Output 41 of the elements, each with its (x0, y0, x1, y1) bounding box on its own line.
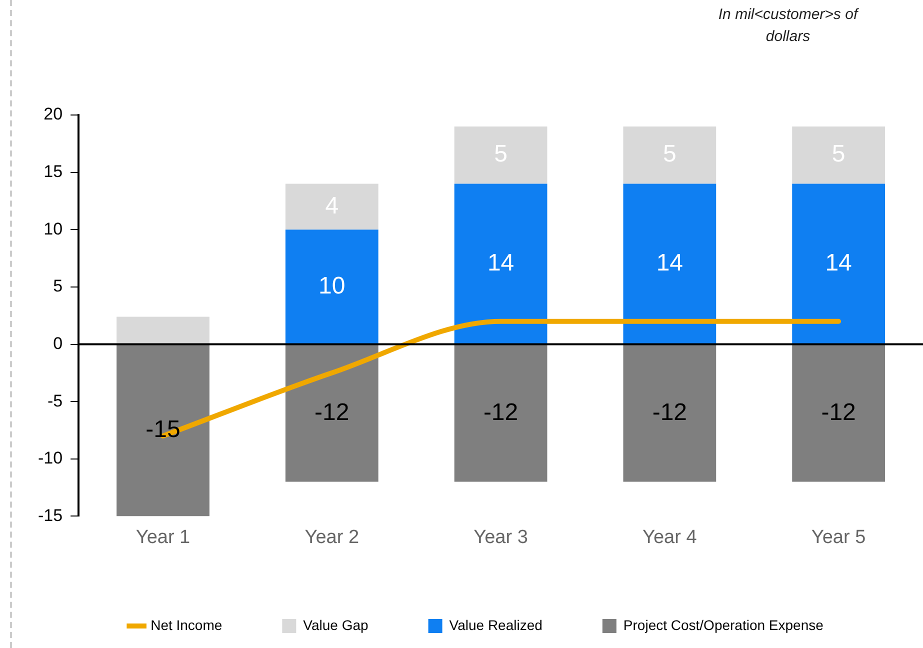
bar (623, 184, 716, 344)
y-tick-label: 5 (53, 276, 63, 296)
y-tick-label: -15 (38, 506, 63, 525)
data-label: -12 (652, 398, 688, 426)
data-label: 14 (487, 249, 514, 276)
y-tick-label: 20 (44, 104, 63, 124)
bar (792, 184, 885, 344)
bar (116, 344, 210, 516)
data-label: -12 (821, 398, 856, 426)
x-tick-label: Year 4 (642, 526, 698, 548)
x-tick-label: Year 1 (136, 526, 190, 548)
data-label: 10 (318, 272, 346, 300)
bar (792, 126, 885, 184)
legend-label: Net Income (150, 616, 222, 633)
bar (454, 126, 548, 184)
text: In mil<customer>s of dollars (717, 5, 860, 47)
x-tick-label: Year 3 (474, 526, 528, 548)
x-tick-label: Year 2 (304, 526, 360, 548)
data-label: 14 (656, 249, 684, 276)
data-label: -15 (146, 416, 180, 444)
bar (285, 230, 378, 344)
data-label: -12 (314, 398, 350, 426)
legend-label: Value Gap (303, 616, 369, 633)
bar (454, 184, 548, 344)
bar (285, 344, 378, 482)
data-label: -12 (483, 398, 518, 426)
bar (116, 316, 210, 344)
y-tick-label: -10 (38, 448, 63, 468)
y-tick-label: 0 (53, 334, 63, 353)
bar (454, 344, 548, 482)
data-label: 14 (825, 249, 852, 276)
bar (285, 184, 378, 230)
bar (792, 344, 885, 482)
bar (623, 344, 716, 482)
legend-label: Project Cost/Operation Expense (623, 616, 824, 633)
x-tick-label: Year 5 (811, 526, 866, 548)
y-tick-label: 10 (44, 219, 63, 238)
bar (623, 126, 716, 184)
y-tick-label: -5 (47, 391, 63, 410)
y-tick-label: 15 (44, 162, 63, 181)
legend-label: Value Realized (449, 616, 542, 633)
